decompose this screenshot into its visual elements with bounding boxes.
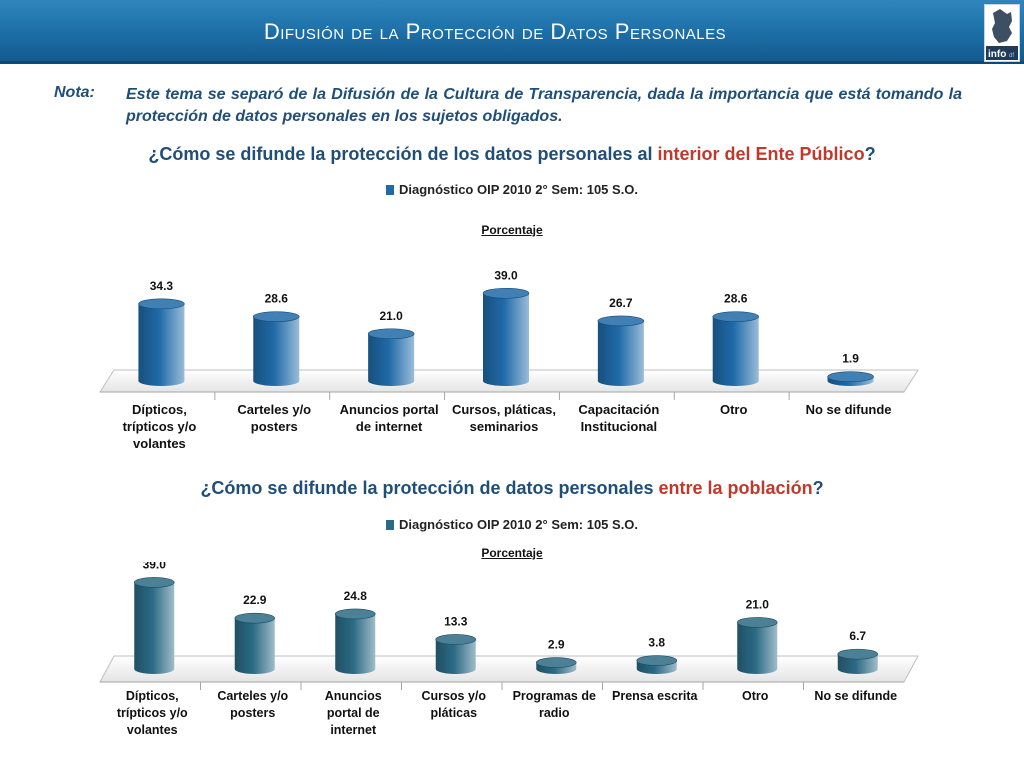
question-population: ¿Cómo se difunde la protección de datos …: [0, 478, 1024, 499]
question-population-highlight: entre la población: [658, 478, 813, 498]
x-tick-label: Anuncios portal: [340, 402, 439, 417]
chart2-legend-label: Diagnóstico OIP 2010 2° Sem: 105 S.O.: [398, 517, 639, 532]
data-label: 28.6: [724, 292, 748, 306]
data-label: 21.0: [379, 309, 403, 323]
x-tick-label: No se difunde: [814, 689, 897, 703]
chart1-legend-swatch: [385, 185, 394, 195]
data-label: 24.8: [344, 589, 368, 603]
bar: [138, 298, 185, 386]
chart-population: 39.0 Dípticos, trípticos y/o volantes 22.9 Ca…: [99, 562, 919, 737]
x-tick-label: Capacitación: [578, 402, 659, 417]
x-tick-label: volantes: [133, 436, 186, 451]
x-tick-label: Prensa escrita: [612, 689, 699, 703]
chart2-ylabel: Porcentaje: [481, 546, 543, 560]
bar: [334, 608, 376, 674]
x-tick-label: Anuncios: [325, 689, 382, 703]
chart1-legend-label: Diagnóstico OIP 2010 2° Sem: 105 S.O.: [398, 182, 639, 197]
chart1-ylabel: Porcentaje: [481, 223, 543, 237]
bar: [636, 655, 678, 674]
x-tick-label: Dípticos,: [126, 689, 179, 703]
x-tick-label: posters: [251, 419, 298, 434]
note-label: Nota:: [54, 84, 95, 101]
data-label: 22.9: [243, 593, 267, 607]
question-interior-end: ?: [864, 144, 876, 164]
bar: [133, 577, 175, 674]
chart2-legend-swatch: [385, 520, 394, 530]
info-df-logo: info df: [984, 4, 1020, 62]
question-population-text: ¿Cómo se difunde la protección de datos …: [200, 478, 659, 498]
question-interior-text: ¿Cómo se difunde la protección de los da…: [148, 144, 658, 164]
data-label: 39.0: [494, 268, 518, 282]
bar: [234, 612, 276, 674]
data-label: 6.7: [849, 629, 866, 643]
note-text: Este tema se separó de la Difusión de la…: [126, 86, 962, 125]
x-tick-label: pláticas: [430, 706, 477, 720]
chart1-legend: Diagnóstico OIP 2010 2° Sem: 105 S.O.: [0, 182, 1024, 197]
data-label: 39.0: [143, 562, 167, 571]
bar: [712, 311, 760, 386]
x-tick-label: trípticos y/o: [117, 706, 188, 720]
data-label: 3.8: [648, 636, 665, 650]
question-population-end: ?: [812, 478, 824, 498]
data-label: 34.3: [150, 279, 174, 293]
bar: [736, 617, 778, 674]
x-tick-label: Cursos, pláticas,: [452, 402, 556, 417]
x-tick-label: Cursos y/o: [421, 689, 486, 703]
bar: [435, 634, 477, 674]
x-tick-label: Institucional: [581, 419, 658, 434]
svg-text:df: df: [1009, 53, 1014, 59]
x-tick-label: Otro: [742, 689, 769, 703]
page-title: Difusión de la Protección de Datos Perso…: [263, 19, 727, 44]
x-tick-label: de internet: [356, 419, 423, 434]
x-tick-label: Otro: [720, 402, 748, 417]
x-tick-label: internet: [330, 723, 377, 737]
data-label: 1.9: [842, 352, 859, 366]
data-label: 26.7: [609, 296, 633, 310]
x-tick-label: Dípticos,: [132, 402, 187, 417]
x-tick-label: No se difunde: [806, 402, 892, 417]
bar: [837, 648, 879, 674]
x-tick-label: Carteles y/o: [217, 689, 288, 703]
bar: [482, 287, 530, 386]
svg-text:info: info: [988, 49, 1006, 60]
x-tick-label: Programas de: [513, 689, 596, 703]
x-tick-label: volantes: [127, 723, 178, 737]
data-label: 21.0: [746, 597, 770, 611]
bar: [252, 311, 300, 386]
chart2-legend: Diagnóstico OIP 2010 2° Sem: 105 S.O.: [0, 517, 1024, 532]
data-label: 2.9: [548, 638, 565, 652]
x-tick-label: radio: [539, 706, 570, 720]
bar: [535, 657, 577, 674]
chart-floor: [99, 655, 919, 683]
bar: [367, 328, 415, 386]
x-tick-label: seminarios: [470, 419, 539, 434]
question-interior: ¿Cómo se difunde la protección de los da…: [0, 144, 1024, 165]
data-label: 28.6: [265, 292, 289, 306]
title-bar: Difusión de la Protección de Datos Perso…: [0, 0, 1024, 64]
x-tick-label: posters: [230, 706, 275, 720]
bar: [597, 315, 645, 386]
chart-interior: 34.3 Dípticos, trípticos y/o volantes 28.6 Ca…: [99, 268, 919, 451]
bar: [827, 371, 874, 386]
data-label: 13.3: [444, 614, 468, 628]
x-tick-label: trípticos y/o: [123, 419, 197, 434]
x-tick-label: portal de: [327, 706, 380, 720]
x-tick-label: Carteles y/o: [237, 402, 311, 417]
question-interior-highlight: interior del Ente Público: [657, 144, 865, 164]
